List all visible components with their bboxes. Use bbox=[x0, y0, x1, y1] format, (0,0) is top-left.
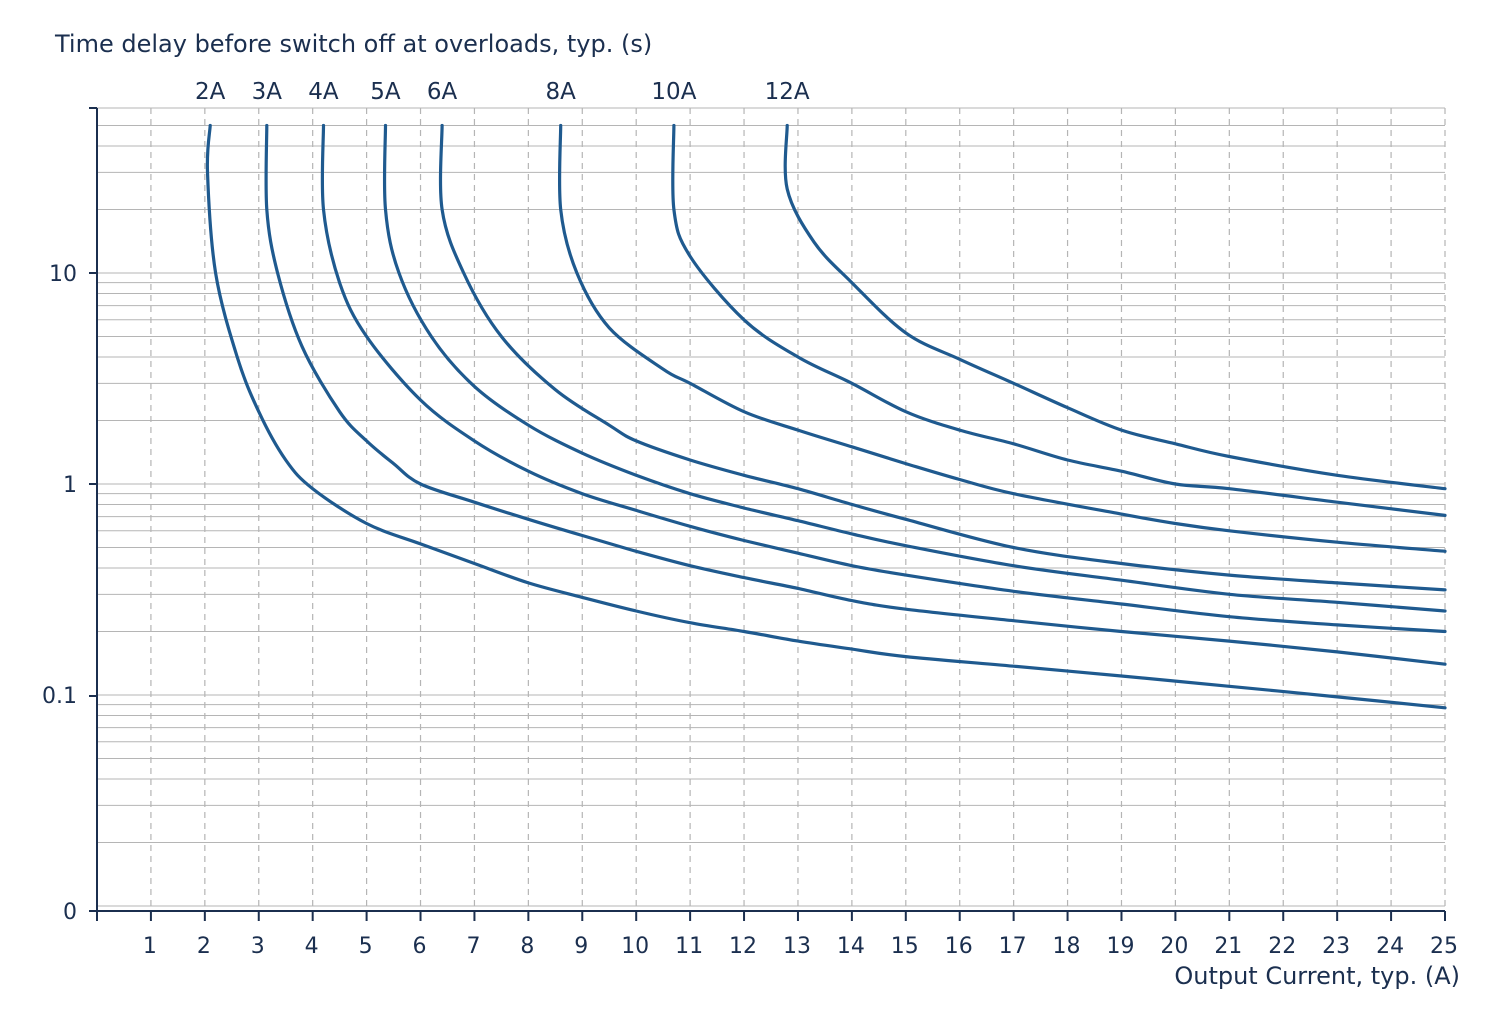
series-label-2a: 2A bbox=[195, 79, 226, 105]
x-tick-label: 10 bbox=[621, 934, 649, 959]
x-tick-label: 12 bbox=[729, 934, 757, 959]
x-tick-label: 3 bbox=[251, 934, 265, 959]
x-tick-label: 8 bbox=[520, 934, 534, 959]
y-gridlines bbox=[97, 107, 1445, 907]
y-tick-label: 1 bbox=[63, 473, 77, 498]
series-lines bbox=[205, 123, 1447, 710]
x-tick-label: 17 bbox=[999, 934, 1027, 959]
x-tick-label: 2 bbox=[197, 934, 211, 959]
x-tick-label: 24 bbox=[1376, 934, 1404, 959]
series-label-6a: 6A bbox=[427, 79, 458, 105]
series-line-8a bbox=[557, 123, 1447, 553]
x-tick-label: 6 bbox=[413, 934, 427, 959]
x-axis-title: Output Current, typ. (A) bbox=[1174, 962, 1460, 990]
x-tick-label: 11 bbox=[675, 934, 703, 959]
x-tick-label: 16 bbox=[945, 934, 973, 959]
x-tick-label: 9 bbox=[574, 934, 588, 959]
series-label-12a: 12A bbox=[765, 79, 810, 105]
series-labels: 2A 3A 4A 5A 6A 8A 10A 12A bbox=[195, 79, 810, 105]
series-label-5a: 5A bbox=[370, 79, 401, 105]
series-line-6a bbox=[438, 123, 1447, 592]
series-line-5a bbox=[382, 123, 1447, 613]
x-tick-label: 19 bbox=[1106, 934, 1134, 959]
x-tick-label: 18 bbox=[1053, 934, 1081, 959]
x-tick-label: 15 bbox=[891, 934, 919, 959]
series-label-4a: 4A bbox=[308, 79, 339, 105]
y-axis-title: Time delay before switch off at overload… bbox=[55, 30, 653, 58]
series-label-3a: 3A bbox=[252, 79, 283, 105]
x-tick-label: 1 bbox=[143, 934, 157, 959]
x-tick-label: 20 bbox=[1160, 934, 1188, 959]
x-tick-label: 22 bbox=[1268, 934, 1296, 959]
series-line-3a bbox=[264, 123, 1447, 666]
y-tick-label: 0.1 bbox=[42, 684, 77, 709]
series-label-8a: 8A bbox=[546, 79, 577, 105]
y-tick-label: 10 bbox=[49, 262, 77, 287]
x-tick-label: 21 bbox=[1214, 934, 1242, 959]
x-tick-label: 25 bbox=[1430, 934, 1458, 959]
y-tick-label: 0 bbox=[63, 900, 77, 925]
series-line-12a bbox=[783, 123, 1447, 491]
x-tick-label: 23 bbox=[1322, 934, 1350, 959]
series-label-10a: 10A bbox=[651, 79, 696, 105]
x-tick-label: 4 bbox=[305, 934, 319, 959]
x-tick-label: 13 bbox=[783, 934, 811, 959]
series-line-10a bbox=[671, 123, 1447, 517]
x-tick-label: 5 bbox=[359, 934, 373, 959]
x-tick-label: 7 bbox=[466, 934, 480, 959]
axes bbox=[89, 107, 1446, 921]
x-tick-label: 14 bbox=[837, 934, 865, 959]
series-line-4a bbox=[320, 123, 1447, 634]
series-line-2a bbox=[205, 123, 1447, 710]
